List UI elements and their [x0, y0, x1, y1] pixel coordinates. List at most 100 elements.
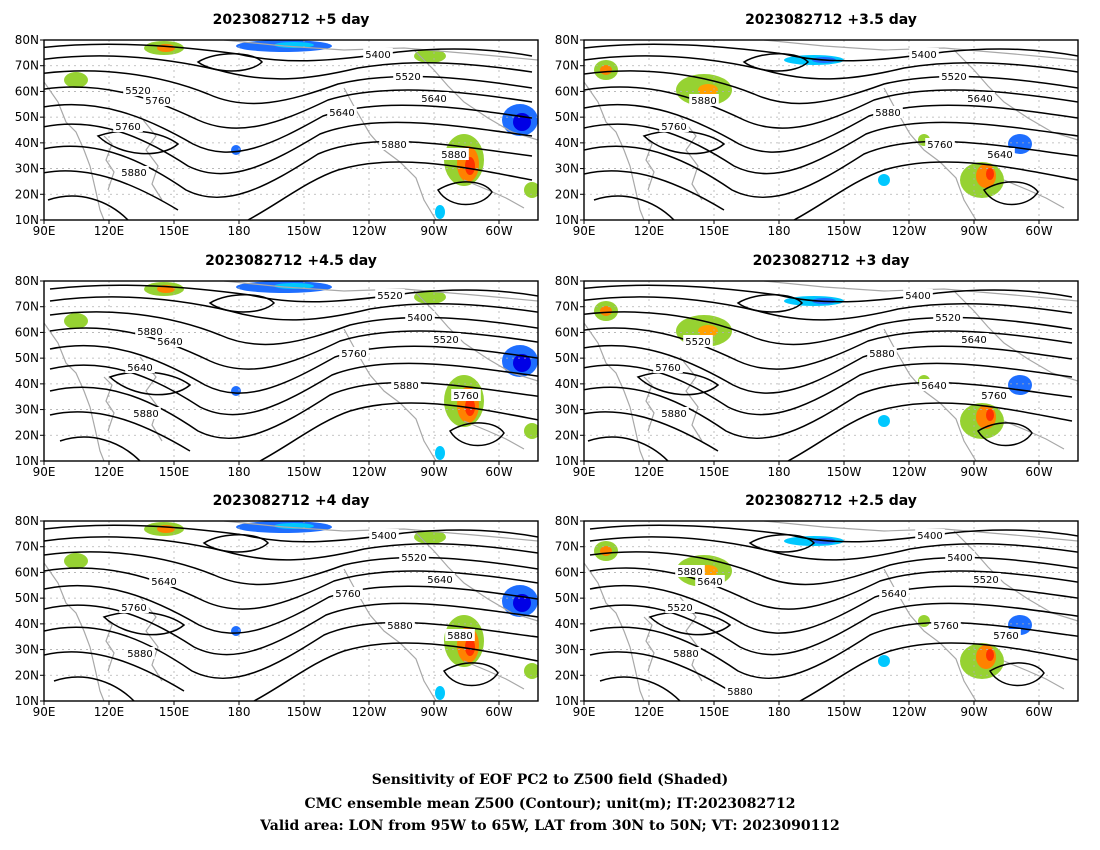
z500-contour	[44, 551, 538, 586]
z500-contours	[589, 524, 1078, 701]
z500-contour	[584, 327, 1073, 370]
lat-tick-label: 10N	[15, 694, 39, 708]
z500-contour	[736, 294, 804, 313]
coastline	[584, 322, 645, 461]
lon-tick-label: 150E	[159, 224, 190, 238]
map-area: 5400540055205640576055205640576058805880…	[584, 521, 1078, 701]
contour-label-bg	[445, 629, 475, 641]
z500-contour	[44, 602, 538, 656]
lat-tick-label: 60N	[15, 325, 39, 339]
lon-tick-label: 120W	[892, 224, 927, 238]
sensitivity-patch	[524, 182, 538, 198]
lon-tick-label: 60W	[1025, 705, 1052, 719]
contour-label-bg	[991, 629, 1021, 641]
coastline	[343, 87, 437, 220]
contour-label: 5520	[433, 335, 458, 346]
lat-tick-label: 50N	[15, 591, 39, 605]
contour-label: 5520	[395, 72, 420, 83]
contour-label-bg	[933, 311, 963, 323]
lat-tick-label: 40N	[15, 136, 39, 150]
lat-tick-label: 30N	[15, 643, 39, 657]
lon-tick-label: 120E	[634, 705, 665, 719]
contour-label-bg	[671, 647, 701, 659]
contour-label-bg	[379, 138, 409, 150]
z500-contours	[584, 284, 1073, 461]
contour-label: 5520	[941, 72, 966, 83]
sensitivity-patch	[986, 649, 994, 661]
contour-label: 5880	[677, 567, 702, 578]
coastline	[44, 322, 105, 461]
lat-tick-label: 40N	[555, 617, 579, 631]
contour-label-bg	[399, 551, 429, 563]
z500-contour	[584, 402, 1073, 461]
contour-label: 5640	[697, 577, 722, 588]
sensitivity-patch	[878, 415, 890, 427]
z500-contour	[44, 86, 533, 129]
contour-label: 5760	[933, 621, 958, 632]
lon-tick-label: 90E	[573, 224, 596, 238]
lon-tick-label: 180	[768, 465, 791, 479]
contour-label-bg	[393, 70, 423, 82]
contour-label: 5400	[911, 50, 936, 61]
z500-contour	[196, 53, 264, 72]
lon-tick-label: 60W	[1025, 465, 1052, 479]
z500-contour	[589, 524, 1078, 543]
sensitivity-patch	[64, 72, 88, 88]
contour-label: 5880	[121, 168, 146, 179]
contour-label-bg	[375, 289, 405, 301]
lat-tick-label: 50N	[555, 591, 579, 605]
lon-tick-label: 120W	[892, 465, 927, 479]
contour-label: 5760	[335, 589, 360, 600]
z500-contours	[44, 524, 538, 701]
contour-label-bg	[959, 333, 989, 345]
map-panel-4: 2023082712 +3 day54005520564055205640576…	[555, 253, 1079, 479]
z500-contour	[44, 55, 533, 80]
z500-contour	[44, 121, 533, 175]
contour-label: 5880	[387, 621, 412, 632]
contour-label-bg	[867, 347, 897, 359]
lat-tick-label: 30N	[15, 162, 39, 176]
lat-tick-label: 80N	[15, 514, 39, 528]
coastline	[44, 562, 105, 701]
lat-tick-label: 20N	[555, 668, 579, 682]
sensitivity-patch	[435, 686, 445, 700]
map-frame	[583, 39, 1079, 221]
caption-shading: Sensitivity of EOF PC2 to Z500 field (Sh…	[371, 772, 729, 788]
sensitivity-patch	[878, 174, 890, 186]
lat-tick-label: 60N	[15, 565, 39, 579]
coastline	[139, 115, 163, 201]
sensitivity-patch	[986, 168, 994, 180]
lat-tick-label: 80N	[555, 514, 579, 528]
z500-contour	[976, 422, 1033, 447]
contour-label-bg	[451, 389, 481, 401]
z500-contour	[648, 611, 732, 636]
z500-contour	[982, 181, 1039, 206]
lat-tick-label: 70N	[15, 540, 39, 554]
sensitivity-patch	[465, 157, 475, 175]
contour-label-bg	[419, 92, 449, 104]
lat-tick-label: 30N	[555, 162, 579, 176]
lon-tick-label: 90W	[960, 705, 987, 719]
contour-label: 5520	[667, 603, 692, 614]
lon-tick-label: 90E	[573, 705, 596, 719]
contour-label: 5760	[121, 603, 146, 614]
lon-tick-label: 120E	[94, 465, 125, 479]
z500-contour	[584, 345, 1073, 394]
contour-label-bg	[135, 325, 165, 337]
panel-title: 2023082712 +3.5 day	[745, 12, 917, 28]
sensitivity-patch	[600, 546, 612, 556]
lon-tick-label: 90E	[573, 465, 596, 479]
z500-contour	[593, 195, 675, 220]
lat-tick-label: 10N	[15, 213, 39, 227]
sensitivity-patch	[513, 594, 531, 612]
z500-contour	[584, 296, 1073, 321]
contour-label-bg	[155, 335, 185, 347]
contour-label: 5640	[157, 337, 182, 348]
contour-label: 5880	[869, 349, 894, 360]
z500-contour	[584, 104, 1078, 153]
coastline	[679, 596, 703, 682]
lon-tick-label: 150W	[287, 705, 322, 719]
contour-label: 5520	[973, 575, 998, 586]
z500-contour	[49, 327, 538, 370]
